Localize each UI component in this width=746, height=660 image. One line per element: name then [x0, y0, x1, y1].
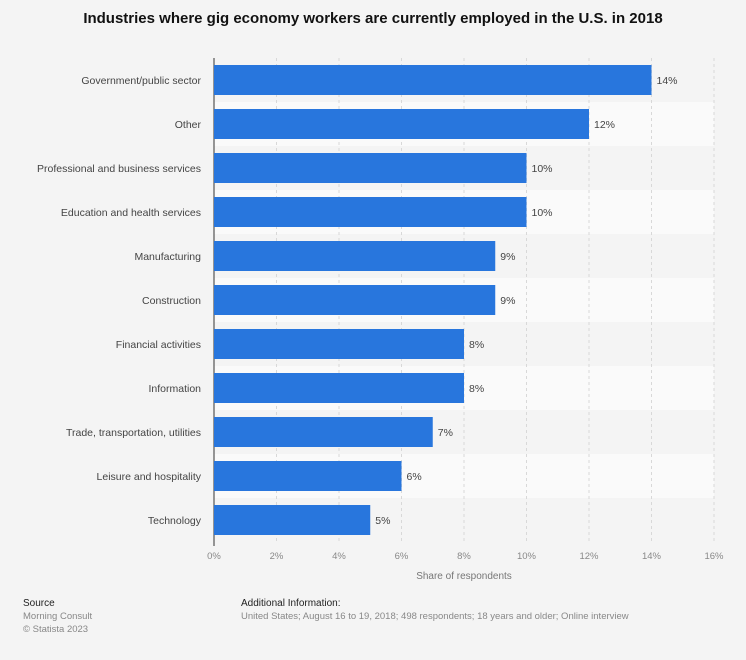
bar [214, 241, 496, 271]
x-tick-label: 4% [332, 551, 346, 562]
category-label: Government/public sector [81, 75, 201, 87]
bar [214, 153, 527, 183]
category-label: Manufacturing [134, 251, 201, 263]
data-label: 10% [532, 207, 553, 219]
bar [214, 285, 496, 315]
copyright: © Statista 2023 [23, 624, 89, 635]
category-label: Trade, transportation, utilities [66, 427, 201, 439]
x-tick-label: 8% [457, 551, 471, 562]
category-label: Education and health services [61, 207, 201, 219]
source-block: Source Morning Consult © Statista 2023 [23, 597, 92, 636]
x-axis-title: Share of respondents [416, 571, 512, 582]
data-label: 8% [469, 383, 484, 395]
data-label: 9% [500, 251, 515, 263]
data-label: 6% [407, 471, 422, 483]
data-label: 10% [532, 163, 553, 175]
category-label: Construction [142, 295, 201, 307]
x-tick-label: 12% [579, 551, 599, 562]
x-tick-label: 16% [704, 551, 724, 562]
bar [214, 373, 464, 403]
x-tick-label: 2% [270, 551, 284, 562]
bar [214, 417, 433, 447]
info-heading: Additional Information: [241, 598, 341, 609]
category-label: Financial activities [116, 339, 201, 351]
bar [214, 505, 371, 535]
category-label: Technology [148, 515, 202, 527]
category-label: Professional and business services [37, 163, 201, 175]
data-label: 14% [657, 75, 678, 87]
data-label: 7% [438, 427, 453, 439]
category-label: Leisure and hospitality [97, 471, 202, 483]
data-label: 9% [500, 295, 515, 307]
data-label: 12% [594, 119, 615, 131]
bar [214, 329, 464, 359]
source-text: Morning Consult [23, 611, 93, 622]
data-label: 5% [375, 515, 390, 527]
bar [214, 461, 402, 491]
bar-chart: 0% 2% 4% 6% 8% 10% 12% 14% 16% 14% Government/publ… [37, 58, 724, 582]
bar [214, 197, 527, 227]
additional-info-block: Additional Information: United States; A… [241, 597, 629, 623]
x-tick-label: 6% [395, 551, 409, 562]
bar [214, 65, 652, 95]
data-label: 8% [469, 339, 484, 351]
category-label: Information [148, 383, 201, 395]
x-tick-label: 0% [207, 551, 221, 562]
source-heading: Source [23, 598, 55, 609]
x-tick-label: 10% [517, 551, 537, 562]
x-tick-label: 14% [642, 551, 662, 562]
category-label: Other [175, 119, 202, 131]
chart-title: Industries where gig economy workers are… [83, 10, 663, 27]
info-text: United States; August 16 to 19, 2018; 49… [241, 611, 629, 622]
bar [214, 109, 589, 139]
